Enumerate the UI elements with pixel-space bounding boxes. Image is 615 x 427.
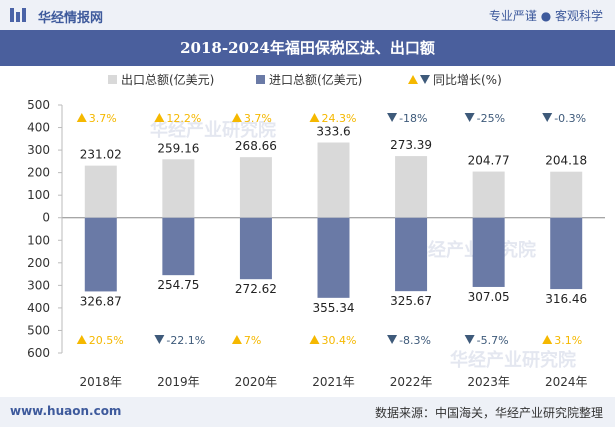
- y-tick-label: 100: [27, 188, 50, 202]
- y-tick-label: 100: [27, 233, 50, 247]
- y-tick-label: 600: [27, 346, 50, 360]
- export-growth-label: -0.3%: [554, 112, 586, 125]
- import-growth-down-icon: [387, 335, 398, 344]
- data-source: 数据来源：中国海关，华经产业研究院整理: [374, 406, 603, 420]
- chart: 华经产业研究院华经产业研究院华经产业研究院 出口总额(亿美元)进口总额(亿美元)…: [27, 72, 605, 389]
- import-growth-label: -8.3%: [399, 334, 431, 347]
- export-value-label: 273.39: [390, 138, 432, 152]
- import-value-label: 326.87: [80, 294, 122, 308]
- legend-label: 同比增长(%): [433, 73, 502, 87]
- y-tick-label: 500: [27, 323, 50, 337]
- export-growth-down-icon: [542, 113, 553, 122]
- x-tick-label: 2019年: [157, 375, 200, 389]
- y-tick-label: 0: [42, 211, 50, 225]
- x-tick-label: 2024年: [545, 375, 588, 389]
- import-value-label: 316.46: [545, 292, 587, 306]
- legend-label: 出口总额(亿美元): [121, 72, 214, 87]
- import-value-label: 272.62: [235, 282, 277, 296]
- export-growth-down-icon: [464, 113, 475, 122]
- legend-label: 进口总额(亿美元): [269, 72, 362, 87]
- export-value-label: 204.18: [545, 154, 587, 168]
- import-bar: [162, 217, 195, 276]
- import-bar: [317, 217, 350, 298]
- export-value-label: 231.02: [80, 148, 122, 162]
- export-growth-label: 24.3%: [322, 112, 357, 125]
- legend-swatch: [108, 75, 117, 84]
- export-bar: [550, 171, 583, 218]
- header-tagline: 专业严谨 ● 客观科学: [488, 9, 603, 23]
- import-value-label: 254.75: [157, 278, 199, 292]
- export-value-label: 268.66: [235, 139, 277, 153]
- legend-up-icon: [408, 75, 418, 84]
- export-growth-down-icon: [387, 113, 398, 122]
- y-tick-label: 200: [27, 256, 50, 270]
- export-bar: [162, 159, 195, 218]
- watermark-text: 华经产业研究院: [450, 349, 576, 371]
- brand-logo-icon: [10, 8, 26, 22]
- import-growth-up-icon: [76, 335, 87, 344]
- export-growth-label: -18%: [399, 112, 427, 125]
- footer-url: www.huaon.com: [10, 404, 122, 418]
- export-growth-up-icon: [309, 113, 320, 122]
- legend-swatch: [256, 75, 265, 84]
- export-growth-up-icon: [154, 113, 165, 122]
- export-bar: [317, 142, 350, 218]
- import-bar: [395, 217, 428, 292]
- title-bar: 2018-2024年福田保税区进、出口额: [0, 30, 615, 66]
- export-value-label: 333.6: [316, 125, 350, 139]
- y-tick-label: 400: [27, 121, 50, 135]
- export-value-label: 259.16: [157, 141, 199, 155]
- y-tick-label: 200: [27, 166, 50, 180]
- export-bar: [472, 171, 505, 218]
- import-bar: [239, 217, 272, 280]
- y-tick-label: 400: [27, 301, 50, 315]
- export-growth-label: -25%: [477, 112, 505, 125]
- import-bar: [472, 217, 505, 287]
- x-tick-label: 2020年: [235, 375, 278, 389]
- y-tick-label: 300: [27, 143, 50, 157]
- import-bar: [550, 217, 583, 290]
- export-growth-label: 3.7%: [89, 112, 117, 125]
- import-growth-up-icon: [309, 335, 320, 344]
- import-growth-down-icon: [154, 335, 165, 344]
- chart-title: 2018-2024年福田保税区进、出口额: [180, 39, 435, 57]
- import-growth-down-icon: [464, 335, 475, 344]
- export-growth-label: 3.7%: [244, 112, 272, 125]
- x-tick-label: 2021年: [312, 375, 355, 389]
- export-bar: [395, 156, 428, 218]
- watermark-text: 华经产业研究院: [150, 119, 276, 141]
- import-growth-label: 30.4%: [322, 334, 357, 347]
- export-growth-label: 12.2%: [166, 112, 201, 125]
- export-value-label: 204.77: [468, 154, 510, 168]
- import-growth-label: -5.7%: [477, 334, 509, 347]
- x-tick-label: 2023年: [467, 375, 510, 389]
- import-growth-label: 3.1%: [554, 334, 582, 347]
- x-tick-label: 2018年: [80, 375, 123, 389]
- y-tick-label: 500: [27, 98, 50, 112]
- x-tick-label: 2022年: [390, 375, 433, 389]
- export-bar: [84, 165, 117, 218]
- import-value-label: 307.05: [468, 290, 510, 304]
- footer-bar: www.huaon.com 数据来源：中国海关，华经产业研究院整理: [0, 397, 615, 427]
- import-growth-label: 7%: [244, 334, 261, 347]
- import-value-label: 355.34: [313, 301, 355, 315]
- import-growth-up-icon: [231, 335, 242, 344]
- import-value-label: 325.67: [390, 294, 432, 308]
- export-growth-up-icon: [76, 113, 87, 122]
- import-growth-up-icon: [542, 335, 553, 344]
- y-tick-label: 300: [27, 278, 50, 292]
- export-bar: [239, 157, 272, 218]
- header-bar: 华经情报网 专业严谨 ● 客观科学: [0, 0, 615, 30]
- export-growth-up-icon: [231, 113, 242, 122]
- legend-down-icon: [420, 75, 430, 84]
- brand-name: 华经情报网: [38, 11, 104, 26]
- import-bar: [84, 217, 117, 292]
- import-growth-label: 20.5%: [89, 334, 124, 347]
- import-growth-label: -22.1%: [166, 334, 205, 347]
